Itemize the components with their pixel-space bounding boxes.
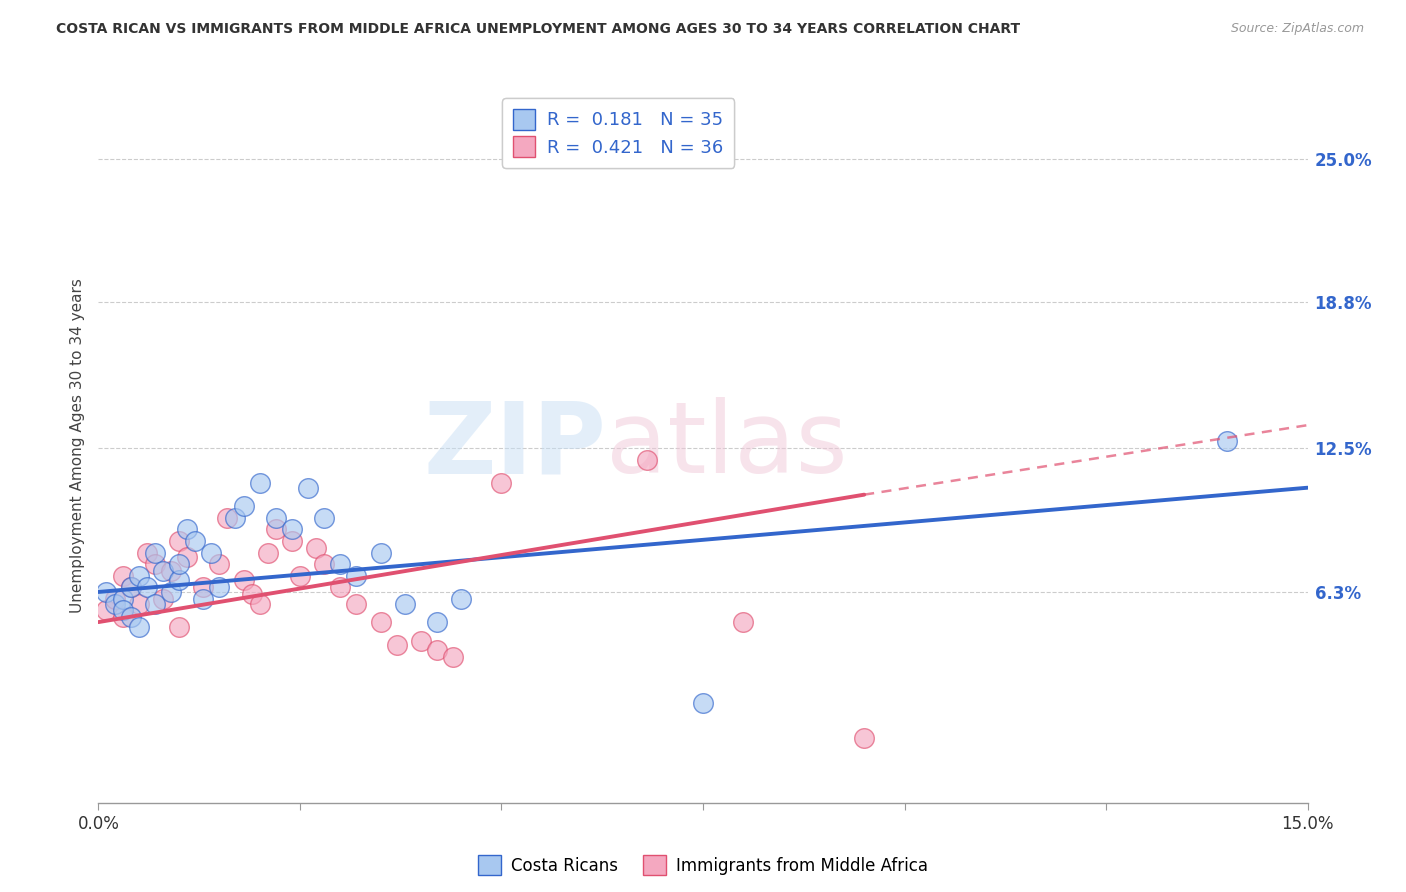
Point bbox=[249, 476, 271, 491]
Point bbox=[264, 511, 287, 525]
Point bbox=[370, 545, 392, 559]
Point bbox=[103, 597, 125, 611]
Point bbox=[176, 550, 198, 565]
Point bbox=[111, 591, 134, 606]
Point bbox=[167, 620, 190, 634]
Point bbox=[152, 591, 174, 606]
Point bbox=[120, 580, 142, 594]
Point bbox=[409, 633, 432, 648]
Point bbox=[200, 545, 222, 559]
Point bbox=[152, 564, 174, 578]
Point bbox=[193, 580, 215, 594]
Point bbox=[217, 511, 239, 525]
Point bbox=[1216, 434, 1239, 449]
Point bbox=[305, 541, 328, 555]
Point bbox=[733, 615, 755, 629]
Text: Source: ZipAtlas.com: Source: ZipAtlas.com bbox=[1230, 22, 1364, 36]
Point bbox=[184, 533, 207, 548]
Point bbox=[208, 557, 231, 571]
Point bbox=[111, 568, 134, 582]
Point bbox=[450, 591, 472, 606]
Point bbox=[143, 597, 166, 611]
Point bbox=[128, 620, 150, 634]
Point bbox=[167, 533, 190, 548]
Point bbox=[143, 557, 166, 571]
Point bbox=[176, 523, 198, 537]
Point bbox=[224, 511, 246, 525]
Point bbox=[193, 591, 215, 606]
Point bbox=[314, 511, 336, 525]
Point bbox=[264, 523, 287, 537]
Point bbox=[120, 580, 142, 594]
Point bbox=[128, 568, 150, 582]
Point bbox=[167, 574, 190, 588]
Point bbox=[288, 568, 311, 582]
Point bbox=[385, 638, 408, 652]
Legend: R =  0.181   N = 35, R =  0.421   N = 36: R = 0.181 N = 35, R = 0.421 N = 36 bbox=[502, 98, 734, 168]
Point bbox=[135, 545, 157, 559]
Point bbox=[441, 649, 464, 664]
Point bbox=[120, 610, 142, 624]
Text: COSTA RICAN VS IMMIGRANTS FROM MIDDLE AFRICA UNEMPLOYMENT AMONG AGES 30 TO 34 YE: COSTA RICAN VS IMMIGRANTS FROM MIDDLE AF… bbox=[56, 22, 1021, 37]
Point bbox=[692, 696, 714, 710]
Point bbox=[143, 545, 166, 559]
Y-axis label: Unemployment Among Ages 30 to 34 years: Unemployment Among Ages 30 to 34 years bbox=[69, 278, 84, 614]
Text: ZIP: ZIP bbox=[423, 398, 606, 494]
Point bbox=[491, 476, 513, 491]
Point bbox=[249, 597, 271, 611]
Point bbox=[329, 557, 352, 571]
Point bbox=[135, 580, 157, 594]
Point bbox=[128, 597, 150, 611]
Point bbox=[281, 523, 304, 537]
Point bbox=[167, 557, 190, 571]
Point bbox=[256, 545, 278, 559]
Text: atlas: atlas bbox=[606, 398, 848, 494]
Point bbox=[314, 557, 336, 571]
Point bbox=[103, 591, 125, 606]
Point bbox=[160, 585, 183, 599]
Point bbox=[426, 615, 449, 629]
Legend: Costa Ricans, Immigrants from Middle Africa: Costa Ricans, Immigrants from Middle Afr… bbox=[478, 855, 928, 875]
Point bbox=[160, 564, 183, 578]
Point bbox=[96, 603, 118, 617]
Point bbox=[111, 603, 134, 617]
Point bbox=[232, 500, 254, 514]
Point bbox=[394, 597, 416, 611]
Point bbox=[344, 568, 367, 582]
Point bbox=[232, 574, 254, 588]
Point bbox=[636, 453, 658, 467]
Point bbox=[370, 615, 392, 629]
Point bbox=[853, 731, 876, 745]
Point bbox=[240, 587, 263, 601]
Point bbox=[281, 533, 304, 548]
Point bbox=[297, 481, 319, 495]
Point bbox=[344, 597, 367, 611]
Point bbox=[329, 580, 352, 594]
Point bbox=[111, 610, 134, 624]
Point bbox=[426, 643, 449, 657]
Point bbox=[208, 580, 231, 594]
Point bbox=[96, 585, 118, 599]
